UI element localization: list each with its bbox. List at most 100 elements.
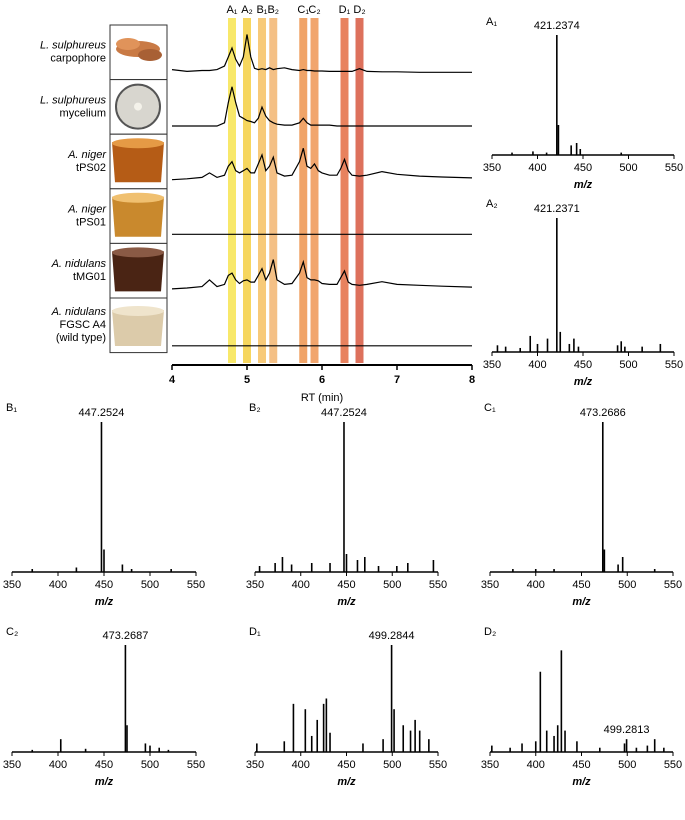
x-tick-label: 550	[187, 579, 205, 591]
x-tick-label: 550	[187, 759, 205, 771]
thumb-shape	[112, 142, 164, 183]
peak-band	[258, 18, 266, 363]
x-tick-label: 350	[481, 759, 499, 771]
x-tick-label: 450	[337, 579, 355, 591]
x-tick-label: 550	[665, 359, 683, 371]
x-tick-label: 500	[619, 162, 637, 174]
x-axis-label: m/z	[95, 596, 114, 608]
x-axis-label: m/z	[574, 376, 593, 388]
peak-band	[269, 18, 278, 363]
peak-annotation: 473.2686	[580, 407, 626, 419]
peak-band	[243, 18, 251, 363]
chromatogram-trace	[171, 259, 473, 290]
panel-label: B₂	[249, 402, 261, 414]
band-label: A₂	[241, 4, 253, 16]
panel-label: A₁	[486, 16, 497, 28]
peak-annotation: 447.2524	[79, 407, 125, 419]
panel-label: B₁	[6, 402, 17, 414]
panel-label: C₁	[484, 402, 496, 414]
x-tick-label: 5	[244, 374, 250, 386]
band-label: B₂	[267, 4, 279, 16]
sample-strain: carpophore	[50, 53, 106, 65]
x-tick-label: 8	[469, 374, 475, 386]
thumb-shape	[112, 247, 164, 258]
sample-species: A. niger	[67, 149, 107, 161]
peak-annotation: 473.2687	[102, 630, 148, 642]
thumb-shape	[134, 102, 142, 111]
x-tick-label: 500	[383, 759, 401, 771]
panel-label: A₂	[486, 198, 498, 210]
x-tick-label: 500	[141, 759, 159, 771]
x-axis-label: m/z	[572, 596, 591, 608]
thumb-shape	[112, 138, 164, 149]
band-label: D₂	[353, 4, 365, 16]
x-tick-label: 350	[246, 579, 264, 591]
thumb-shape	[112, 196, 164, 237]
peak-band	[355, 18, 364, 363]
panel-label: D₂	[484, 626, 496, 638]
x-tick-label: 450	[572, 759, 590, 771]
peak-annotation: 499.2813	[604, 724, 650, 736]
x-axis-label: m/z	[95, 776, 114, 788]
panel-label: D₁	[249, 626, 261, 638]
x-tick-label: 350	[3, 759, 21, 771]
sample-species: L. sulphureus	[40, 40, 107, 52]
peak-band	[340, 18, 349, 363]
x-tick-label: 500	[619, 359, 637, 371]
thumb-shape	[112, 310, 164, 346]
x-tick-label: 4	[169, 374, 176, 386]
x-tick-label: 400	[527, 579, 545, 591]
thumb-shape	[112, 251, 164, 292]
peak-annotation: 499.2844	[369, 630, 415, 642]
peak-band	[310, 18, 319, 363]
x-tick-label: 500	[618, 579, 636, 591]
x-tick-label: 550	[664, 759, 682, 771]
x-tick-label: 450	[572, 579, 590, 591]
peak-annotation: 447.2524	[321, 407, 367, 419]
peak-annotation: 421.2371	[534, 203, 580, 215]
sample-strain: (wild type)	[56, 332, 106, 344]
x-tick-label: 400	[527, 759, 545, 771]
x-tick-label: 400	[49, 759, 67, 771]
x-tick-label: 450	[337, 759, 355, 771]
sample-strain: tPS01	[76, 217, 106, 229]
x-axis-label: m/z	[337, 776, 356, 788]
x-axis-label: m/z	[572, 776, 591, 788]
band-label: B₁	[256, 4, 267, 16]
x-axis-label: m/z	[337, 596, 356, 608]
x-tick-label: 350	[483, 162, 501, 174]
x-tick-label: 350	[481, 579, 499, 591]
x-tick-label: 7	[394, 374, 400, 386]
x-tick-label: 400	[292, 579, 310, 591]
x-tick-label: 400	[528, 359, 546, 371]
x-tick-label: 550	[429, 579, 447, 591]
sample-species: L. sulphureus	[40, 94, 107, 106]
sample-strain: mycelium	[60, 107, 106, 119]
x-tick-label: 350	[483, 359, 501, 371]
chromatogram-trace	[172, 86, 472, 127]
chromatogram-trace	[171, 148, 473, 181]
x-tick-label: 450	[95, 579, 113, 591]
sample-species: A. nidulans	[51, 258, 107, 270]
x-tick-label: 400	[49, 579, 67, 591]
thumb-shape	[112, 306, 164, 316]
x-tick-label: 350	[246, 759, 264, 771]
sample-strain: tMG01	[73, 271, 106, 283]
x-tick-label: 550	[665, 162, 683, 174]
x-tick-label: 500	[618, 759, 636, 771]
x-tick-label: 6	[319, 374, 325, 386]
thumb-shape	[112, 192, 164, 203]
panel-label: C₂	[6, 626, 18, 638]
x-tick-label: 450	[95, 759, 113, 771]
band-label: D₁	[339, 4, 351, 16]
x-tick-label: 550	[664, 579, 682, 591]
x-tick-label: 350	[3, 579, 21, 591]
x-tick-label: 450	[574, 359, 592, 371]
band-label: A₁	[226, 4, 237, 16]
sample-strain: FGSC A4	[60, 319, 106, 331]
sample-species: A. nidulans	[51, 306, 107, 318]
band-label: C₂	[308, 4, 320, 16]
thumb-shape	[116, 38, 140, 50]
chromatogram-trace	[171, 34, 472, 73]
